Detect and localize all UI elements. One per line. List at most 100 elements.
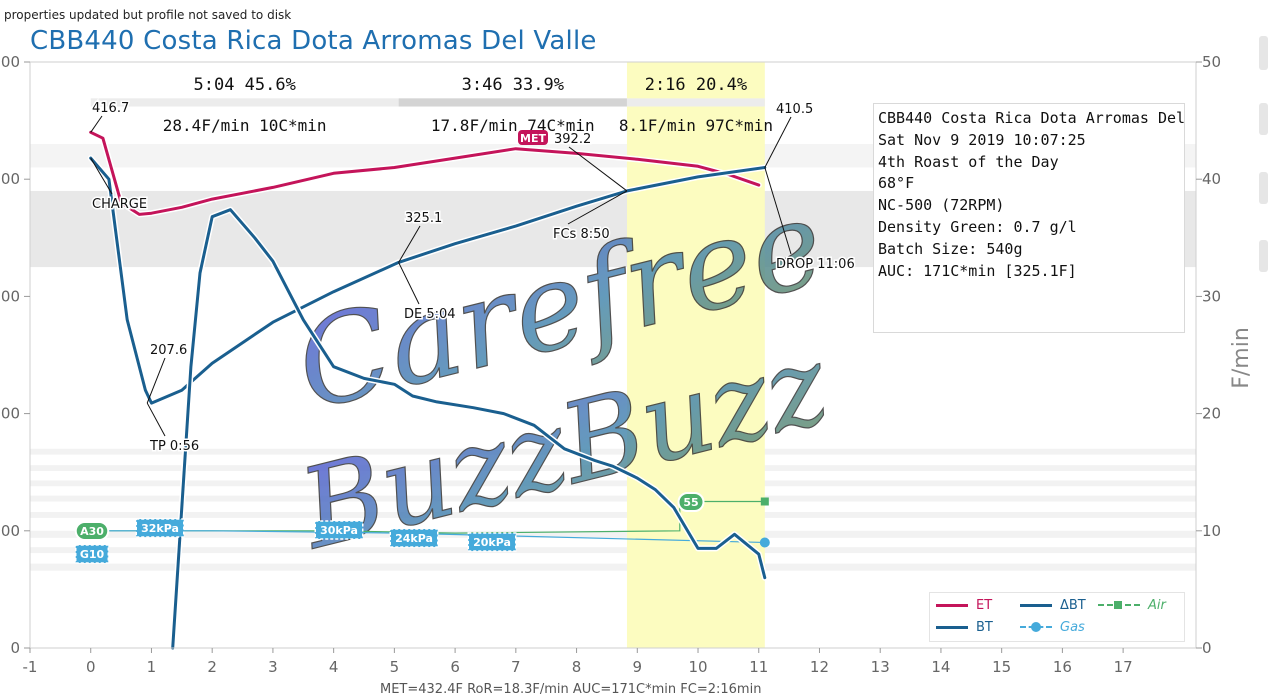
control-flag-badge — [677, 492, 705, 512]
event-leader — [398, 262, 420, 305]
legend-label-bt: BT — [976, 619, 993, 635]
control-flag-label: 30kPa — [320, 524, 358, 537]
x-tick-label: 8 — [572, 658, 582, 676]
x-tick-label: -1 — [23, 658, 38, 676]
control-flag: 55 — [677, 492, 705, 512]
phase-ror-label: 28.4F/min 10C*min — [163, 116, 327, 135]
gas-marker — [759, 537, 770, 548]
legend-swatch-air — [1098, 599, 1140, 611]
event-label: DE 5:04 — [404, 307, 456, 322]
info-line: Density Green: 0.7 g/l — [878, 217, 1077, 236]
control-flag-badge — [314, 520, 364, 540]
y-left-tick-label: 00 — [1, 53, 20, 71]
info-line: Batch Size: 540g — [878, 239, 1023, 258]
control-flag-label: 24kPa — [395, 532, 433, 545]
phase-time-label: 2:16 20.4% — [645, 75, 747, 95]
legend-item-gas[interactable]: Gas — [1020, 618, 1085, 636]
event-leader — [90, 115, 103, 133]
event-leader — [764, 116, 792, 168]
phase-ror-label: 17.8F/min 74C*min — [431, 116, 595, 135]
bg-band — [30, 530, 1196, 538]
legend-label-dbt: ΔBT — [1060, 597, 1086, 613]
side-scroll-tab[interactable] — [1259, 36, 1268, 70]
bg-band — [30, 547, 1196, 554]
plot-frame — [29, 61, 1197, 649]
event-value: 207.6 — [150, 343, 187, 358]
phase-bar — [90, 98, 399, 107]
event-label: TP 0:56 — [149, 439, 199, 454]
legend-label-et: ET — [976, 597, 993, 613]
delta-bt-line — [171, 208, 767, 650]
event-leader — [398, 225, 421, 263]
info-line: 4th Roast of the Day — [878, 152, 1059, 171]
control-flag-badge — [74, 521, 110, 541]
phase-time-label: 3:46 33.9% — [462, 75, 564, 95]
y-right-tick-label: 50 — [1202, 53, 1221, 71]
y-right-tick-label: 0 — [1202, 639, 1212, 657]
legend-swatch-et — [936, 603, 968, 607]
event-leader — [568, 146, 628, 192]
side-scroll-tab[interactable] — [1259, 103, 1268, 135]
legend-item-et[interactable]: ET — [936, 596, 992, 614]
legend-swatch-gas — [1020, 621, 1052, 633]
event-label: 416.7 — [92, 101, 129, 116]
y-left-tick-label: 00 — [1, 170, 20, 188]
x-tick-label: 11 — [749, 658, 768, 676]
legend-label-gas: Gas — [1060, 619, 1085, 635]
y-left-tick-label: 00 — [1, 287, 20, 305]
info-line: Sat Nov 9 2019 10:07:25 — [878, 130, 1086, 149]
side-scroll-tab[interactable] — [1259, 172, 1268, 204]
control-flag: 32kPa — [135, 518, 185, 538]
control-flag-badge — [75, 544, 109, 564]
control-flag: 20kPa — [467, 532, 517, 552]
y-right-axis-label: F/min — [1229, 327, 1254, 389]
info-line: NC-500 (72RPM) — [878, 196, 1005, 215]
control-flag-badge — [467, 532, 517, 552]
bg-band — [30, 512, 1196, 518]
gas-line — [90, 530, 765, 544]
phase-bar — [398, 98, 627, 107]
legend-item-dbt[interactable]: ΔBT — [1020, 596, 1086, 614]
x-tick-label: 6 — [450, 658, 460, 676]
x-tick-label: 16 — [1053, 658, 1072, 676]
control-flag: 24kPa — [389, 528, 439, 548]
control-flag-label: G10 — [80, 548, 105, 561]
event-leader — [146, 357, 166, 404]
info-line: CBB440 Costa Rica Dota Arromas Del .. — [878, 109, 1184, 127]
event-label: DROP 11:06 — [776, 257, 855, 272]
info-line: AUC: 171C*min [325.1F] — [878, 261, 1077, 280]
x-tick-label: 12 — [810, 658, 829, 676]
event-label: CHARGE — [92, 197, 147, 212]
x-tick-label: 4 — [329, 658, 339, 676]
info-line: 68°F — [878, 174, 915, 193]
x-tick-label: 1 — [147, 658, 157, 676]
bg-band — [30, 448, 1196, 455]
event-leader — [764, 167, 792, 255]
x-tick-label: 3 — [268, 658, 278, 676]
legend-item-bt[interactable]: BT — [936, 618, 993, 636]
bt-line — [89, 156, 767, 405]
chart-legend[interactable]: ET BT ΔBT Gas Air — [929, 592, 1185, 642]
x-tick-label: 5 — [390, 658, 400, 676]
legend-item-air[interactable]: Air — [1098, 596, 1166, 614]
phase-bar — [626, 98, 765, 107]
y-right-tick-label: 10 — [1202, 522, 1221, 540]
control-flag-badge — [389, 528, 439, 548]
y-right-tick-label: 20 — [1202, 405, 1221, 423]
x-tick-label: 10 — [688, 658, 707, 676]
control-flag: 30kPa — [314, 520, 364, 540]
control-flag-badge — [135, 518, 185, 538]
event-leader — [567, 190, 628, 225]
x-tick-label: 13 — [871, 658, 890, 676]
bottom-status: MET=432.4F RoR=18.3F/min AUC=171C*min FC… — [380, 682, 762, 697]
bg-band — [30, 563, 1196, 571]
control-flag-label: 20kPa — [473, 536, 511, 549]
x-tick-label: 15 — [992, 658, 1011, 676]
roast-info-box: CBB440 Costa Rica Dota Arromas Del .. Sa… — [873, 103, 1185, 333]
legend-swatch-dbt — [1020, 603, 1052, 607]
control-flag: G10 — [75, 544, 109, 564]
y-right-tick-label: 30 — [1202, 287, 1221, 305]
event-leader — [90, 157, 113, 195]
side-scroll-tab[interactable] — [1259, 240, 1268, 272]
control-flag: A30 — [74, 521, 110, 541]
